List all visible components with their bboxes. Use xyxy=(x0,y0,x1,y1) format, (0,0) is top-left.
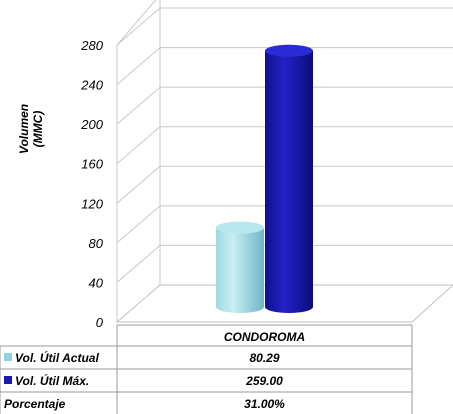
bar-top-cap xyxy=(265,44,313,57)
bar-vol-util-max xyxy=(265,50,313,314)
y-axis-label-line2: (MMC) xyxy=(31,111,45,148)
bar-top-cap xyxy=(216,221,264,234)
y-tick-label: 80 xyxy=(89,236,104,251)
series-label: Porcentaje xyxy=(4,397,66,411)
data-table: CONDOROMA Vol. Útil Actual 80.29 Vol. Útil … xyxy=(0,324,413,414)
gridline-side xyxy=(116,245,161,283)
y-tick-label: 280 xyxy=(80,38,103,53)
legend-swatch xyxy=(4,353,12,361)
gridline-side xyxy=(116,126,161,165)
bars-layer xyxy=(216,44,313,314)
category-label: CONDOROMA xyxy=(224,330,305,344)
value-label: 259.00 xyxy=(245,374,283,388)
gridline-side-top xyxy=(116,0,157,46)
y-axis-label-line1: Volumen xyxy=(17,104,31,154)
gridline-side xyxy=(116,47,161,85)
value-label: 31.00% xyxy=(244,397,285,411)
y-tick-label: 40 xyxy=(89,275,104,290)
gridline-side xyxy=(116,86,161,125)
series-label: Vol. Útil Máx. xyxy=(15,373,89,388)
y-tick-label: 160 xyxy=(81,157,103,172)
series-label: Vol. Útil Actual xyxy=(15,350,99,365)
bar-vol-util-actual xyxy=(216,227,264,313)
legend-swatch xyxy=(4,376,12,384)
axis-layer: 0 40 80 120 160 200 240 280 xyxy=(80,38,103,330)
gridline-side xyxy=(116,165,161,204)
gridline-side xyxy=(116,7,161,46)
gridline-side xyxy=(116,205,161,244)
value-label: 80.29 xyxy=(249,351,279,365)
y-tick-label: 0 xyxy=(96,315,104,330)
y-tick-label: 200 xyxy=(80,117,103,132)
y-tick-label: 240 xyxy=(80,78,103,93)
y-tick-label: 120 xyxy=(81,196,103,211)
